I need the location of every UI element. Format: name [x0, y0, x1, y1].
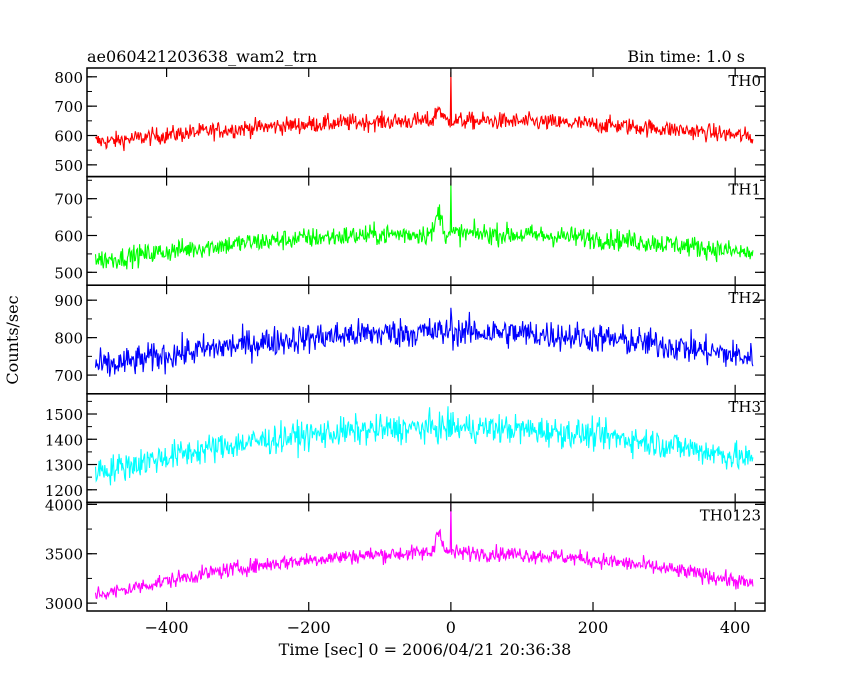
series-line-th3 [94, 406, 754, 486]
panel-label-th0123: TH0123 [700, 506, 761, 524]
y-tick-label: 1300 [45, 457, 83, 475]
panel-label-th3: TH3 [728, 398, 761, 416]
y-tick-label: 500 [54, 264, 83, 282]
series-line-th0123 [94, 503, 754, 600]
y-tick-label: 1500 [45, 406, 83, 424]
y-tick-label: 700 [54, 367, 83, 385]
y-tick-label: 3000 [45, 595, 83, 613]
y-tick-label: 800 [54, 69, 83, 87]
series-line-th2 [94, 307, 754, 377]
x-tick-label: 0 [446, 618, 456, 637]
y-tick-label: 1400 [45, 431, 83, 449]
y-tick-label: 500 [54, 157, 83, 175]
series-line-th0 [95, 71, 754, 152]
panel-frame-th1 [86, 175, 766, 286]
y-tick-label: 4000 [45, 496, 83, 514]
panel-label-th2: TH2 [728, 289, 761, 307]
y-tick-label: 600 [54, 228, 83, 246]
panels-group: 500 600 700 800 TH0 500 600 700 TH1 700 800 900 TH2 1… [45, 67, 766, 637]
y-tick-label: 1200 [45, 482, 83, 500]
y-tick-label: 600 [54, 128, 83, 146]
panel-label-th1: TH1 [728, 181, 761, 199]
x-tick-label: 400 [720, 618, 751, 637]
y-tick-label: 800 [54, 330, 83, 348]
x-tick-label: −400 [145, 618, 189, 637]
series-line-th1 [94, 183, 754, 270]
y-tick-label: 900 [54, 292, 83, 310]
y-axis-label: Counts/sec [3, 295, 22, 384]
x-tick-label: 200 [578, 618, 609, 637]
panel-label-th0: TH0 [728, 72, 761, 90]
panel-frame-th0123 [86, 501, 766, 612]
y-tick-label: 700 [54, 191, 83, 209]
x-axis-label: Time [sec] 0 = 2006/04/21 20:36:38 [279, 640, 572, 659]
chart-title: ae060421203638_wam2_trn [87, 47, 317, 66]
y-tick-label: 3500 [45, 546, 83, 564]
bin-time-label: Bin time: 1.0 s [627, 47, 745, 66]
x-tick-label: −200 [287, 618, 331, 637]
y-tick-label: 700 [54, 98, 83, 116]
